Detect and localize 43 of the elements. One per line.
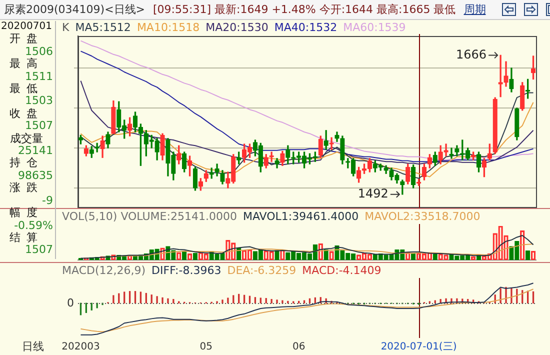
text: -0.59% [13, 218, 53, 232]
x-axis-title: 日线 [22, 339, 44, 354]
text: 幅度 [8, 206, 44, 220]
text: 98635 [17, 168, 53, 182]
x-tick-label: 05 [200, 342, 212, 353]
text: 1507 [24, 243, 53, 257]
text: MAVOL1:39461.4000 [242, 210, 359, 223]
text: 成交量 [9, 132, 44, 146]
text: 25141 [18, 144, 53, 158]
annotation: 1492 [358, 186, 388, 201]
chart-title: MACD(12,26,9) [62, 264, 146, 277]
legend-title: K [62, 21, 70, 34]
text: 周期 [464, 2, 486, 17]
chart-title: VOL(5,10) VOLUME:25141.0000 [62, 210, 237, 223]
text: DIFF:-8.3963 [152, 264, 222, 277]
text: 开盘 [8, 32, 44, 46]
text: 20200701 [0, 21, 53, 33]
text: MA5:1512 [75, 21, 131, 34]
x-tick-label: 2020-07-01(三) [380, 342, 457, 353]
text: 持仓 [8, 156, 44, 170]
x-tick-label: 06 [292, 342, 306, 353]
ref-line-label: 0 [67, 296, 74, 310]
text: 1507 [24, 119, 53, 132]
chart-subtitle: [09:55:31] 最新:1649 +1.48% 今开:1644 最高:1665 最低 [153, 2, 456, 17]
text: DEA:-6.3259 [227, 264, 296, 277]
text: 1506 [24, 44, 53, 58]
text: MA40:1532 [274, 21, 338, 34]
text: 1503 [24, 94, 53, 108]
chart-title: 尿素2009(034109)<日线> [4, 2, 146, 17]
text: MACD:-4.1409 [302, 264, 382, 277]
text: MA10:1518 [136, 21, 200, 34]
text: 收盘 [8, 106, 44, 120]
text: MAVOL2:33518.7000 [364, 210, 480, 223]
x-tick-label: 202003 [62, 342, 100, 353]
text: -9 [41, 194, 53, 208]
text: MA60:1539 [343, 21, 406, 34]
text: 最低 [8, 82, 44, 96]
text: 结算 [8, 230, 44, 244]
annotation: 1666 [456, 47, 487, 62]
text: 1511 [24, 70, 53, 84]
text: 涨跌 [8, 181, 44, 195]
text: 最高 [8, 57, 44, 71]
text: MA20:1530 [206, 21, 268, 34]
